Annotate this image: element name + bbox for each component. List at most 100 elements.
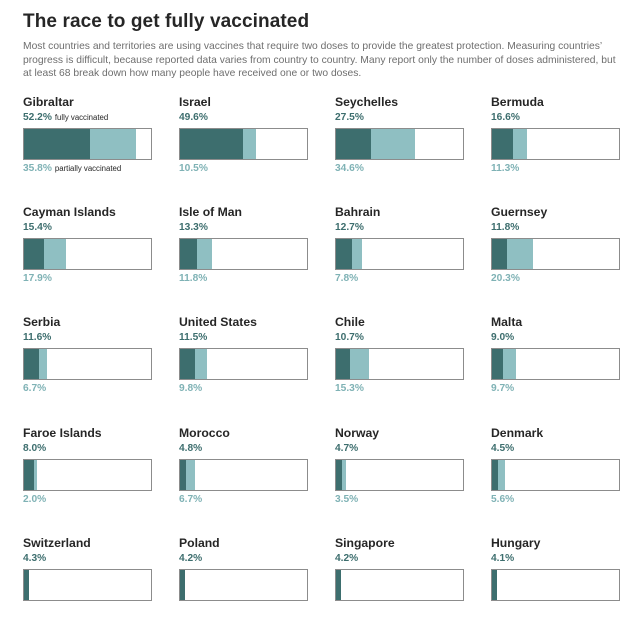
- partially-vaccinated-segment: [34, 460, 37, 490]
- fully-vaccinated-label: 4.3%: [23, 553, 46, 564]
- fully-vaccinated-label: 4.5%: [491, 443, 514, 454]
- fully-vaccinated-label: 4.2%: [335, 553, 358, 564]
- fully-vaccinated-segment: [336, 460, 342, 490]
- fully-vaccinated-label: 8.0%: [23, 443, 46, 454]
- country-cell: Guernsey 11.8% 20.3%: [491, 205, 621, 305]
- fully-vaccinated-legend-note: fully vaccinated: [54, 113, 109, 122]
- country-name: Serbia: [23, 315, 61, 329]
- fully-vaccinated-value: 4.2%: [179, 553, 203, 564]
- vaccination-bar: [335, 569, 464, 601]
- vaccination-bar: [179, 459, 308, 491]
- vaccination-bar: [179, 128, 308, 160]
- fully-vaccinated-value: 49.6%: [179, 112, 208, 123]
- vaccination-bar: [335, 348, 464, 380]
- vaccination-bar: [491, 348, 620, 380]
- fully-vaccinated-label: 16.6%: [491, 112, 520, 123]
- fully-vaccinated-value: 11.5%: [179, 332, 208, 343]
- country-name: Chile: [335, 315, 365, 329]
- vaccination-bar: [335, 128, 464, 160]
- vaccination-bar: [23, 569, 152, 601]
- fully-vaccinated-value: 4.3%: [23, 553, 47, 564]
- page-subtitle: Most countries and territories are using…: [23, 41, 616, 80]
- partially-vaccinated-value: 3.5%: [335, 494, 359, 505]
- country-cell: United States 11.5% 9.8%: [179, 315, 309, 415]
- fully-vaccinated-value: 4.8%: [179, 443, 203, 454]
- fully-vaccinated-segment: [336, 239, 353, 269]
- fully-vaccinated-segment: [336, 349, 350, 379]
- vaccination-bar: [179, 238, 308, 270]
- partially-vaccinated-label: 6.7%: [179, 494, 202, 505]
- fully-vaccinated-segment: [492, 239, 507, 269]
- partially-vaccinated-segment: [341, 460, 347, 490]
- partially-vaccinated-label: 3.5%: [335, 494, 358, 505]
- fully-vaccinated-label: 13.3%: [179, 222, 208, 233]
- country-name: Morocco: [179, 426, 230, 440]
- fully-vaccinated-segment: [24, 570, 30, 600]
- fully-vaccinated-label: 12.7%: [335, 222, 364, 233]
- vaccination-bar: [491, 128, 620, 160]
- partially-vaccinated-label: 5.6%: [491, 494, 514, 505]
- partially-vaccinated-label: 11.8%: [179, 273, 207, 284]
- vaccination-bar: [335, 459, 464, 491]
- vaccination-bar: [179, 569, 308, 601]
- partially-vaccinated-value: 17.9%: [23, 273, 52, 284]
- fully-vaccinated-segment: [180, 349, 195, 379]
- partially-vaccinated-value: 34.6%: [335, 163, 364, 174]
- country-name: Isle of Man: [179, 205, 242, 219]
- fully-vaccinated-value: 4.2%: [335, 553, 359, 564]
- partially-vaccinated-segment: [506, 239, 533, 269]
- fully-vaccinated-label: 52.2% fully vaccinated: [23, 112, 108, 123]
- fully-vaccinated-segment: [180, 239, 197, 269]
- country-cell: Hungary 4.1%: [491, 536, 621, 636]
- country-name: Seychelles: [335, 95, 399, 109]
- partially-vaccinated-label: 9.8%: [179, 383, 202, 394]
- country-cell: Singapore 4.2%: [335, 536, 465, 636]
- small-multiples-grid: Gibraltar 52.2% fully vaccinated 35.8% parti…: [23, 95, 621, 601]
- fully-vaccinated-label: 10.7%: [335, 332, 364, 343]
- page-title: The race to get fully vaccinated: [23, 11, 310, 32]
- fully-vaccinated-label: 4.1%: [491, 553, 514, 564]
- fully-vaccinated-segment: [492, 460, 498, 490]
- partially-vaccinated-value: 10.5%: [179, 163, 208, 174]
- fully-vaccinated-value: 13.3%: [179, 222, 208, 233]
- partially-vaccinated-value: 15.3%: [335, 383, 364, 394]
- fully-vaccinated-label: 4.2%: [179, 553, 202, 564]
- country-name: Cayman Islands: [23, 205, 116, 219]
- fully-vaccinated-segment: [492, 349, 504, 379]
- fully-vaccinated-segment: [180, 570, 186, 600]
- country-cell: Bahrain 12.7% 7.8%: [335, 205, 465, 305]
- vaccination-bar: [491, 459, 620, 491]
- country-cell: Morocco 4.8% 6.7%: [179, 426, 309, 526]
- country-cell: Bermuda 16.6% 11.3%: [491, 95, 621, 195]
- country-cell: Faroe Islands 8.0% 2.0%: [23, 426, 153, 526]
- country-name: Singapore: [335, 536, 395, 550]
- fully-vaccinated-segment: [180, 460, 187, 490]
- country-cell: Switzerland 4.3%: [23, 536, 153, 636]
- vaccination-bar: [23, 238, 152, 270]
- vaccination-bar: [179, 348, 308, 380]
- partially-vaccinated-label: 11.3%: [491, 163, 519, 174]
- partially-vaccinated-value: 35.8%: [23, 163, 52, 174]
- vaccination-bar: [23, 459, 152, 491]
- fully-vaccinated-value: 4.5%: [491, 443, 515, 454]
- country-name: Bahrain: [335, 205, 381, 219]
- partially-vaccinated-segment: [497, 460, 505, 490]
- vaccination-bar: [491, 569, 620, 601]
- partially-vaccinated-label: 2.0%: [23, 494, 46, 505]
- partially-vaccinated-label: 6.7%: [23, 383, 46, 394]
- partially-vaccinated-label: 7.8%: [335, 273, 358, 284]
- fully-vaccinated-value: 10.7%: [335, 332, 364, 343]
- fully-vaccinated-value: 52.2%: [23, 112, 52, 123]
- fully-vaccinated-segment: [24, 349, 39, 379]
- country-cell: Israel 49.6% 10.5%: [179, 95, 309, 195]
- fully-vaccinated-value: 12.7%: [335, 222, 364, 233]
- country-cell: Serbia 11.6% 6.7%: [23, 315, 153, 415]
- fully-vaccinated-label: 11.5%: [179, 332, 207, 343]
- fully-vaccinated-value: 11.6%: [23, 332, 52, 343]
- partially-vaccinated-label: 17.9%: [23, 273, 52, 284]
- country-cell: Norway 4.7% 3.5%: [335, 426, 465, 526]
- partially-vaccinated-segment: [352, 239, 363, 269]
- country-cell: Gibraltar 52.2% fully vaccinated 35.8% parti…: [23, 95, 153, 195]
- fully-vaccinated-value: 11.8%: [491, 222, 520, 233]
- country-name: Denmark: [491, 426, 544, 440]
